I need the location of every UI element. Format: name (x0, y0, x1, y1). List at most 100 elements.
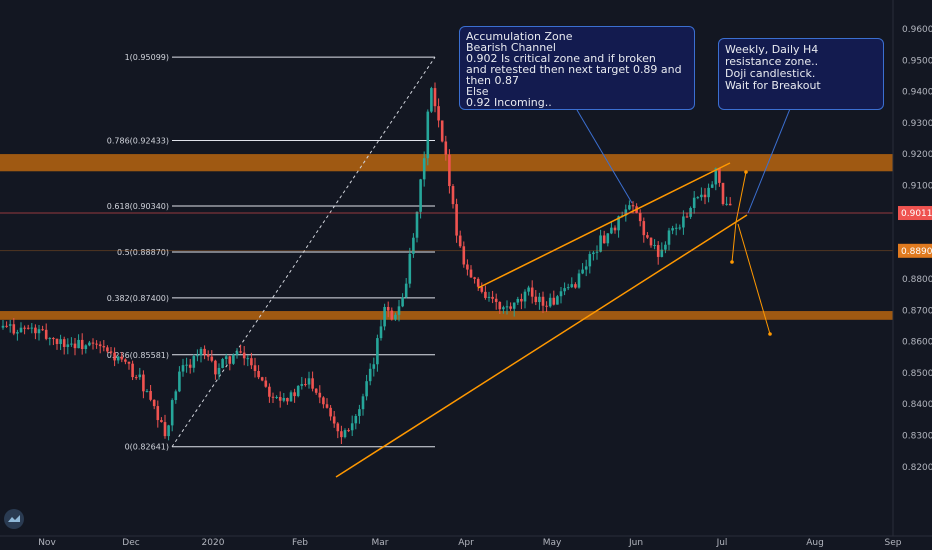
candle-body-15 (55, 338, 59, 345)
candle-body-56 (203, 348, 206, 355)
candle-body-85 (307, 378, 311, 385)
candle-body-16 (59, 339, 62, 345)
candle-body-121 (437, 106, 440, 121)
candle-body-141 (509, 306, 512, 309)
candle-body-111 (401, 297, 404, 307)
fib-label-0: 1(0.95099) (125, 53, 169, 62)
candle-body-97 (350, 423, 354, 431)
candle-body-139 (502, 307, 505, 310)
candle-body-107 (386, 306, 390, 311)
candle-body-7 (26, 327, 30, 329)
candle-body-191 (689, 207, 692, 217)
candle-body-103 (372, 364, 376, 369)
candle-body-109 (394, 314, 397, 320)
candle-body-30 (109, 351, 113, 353)
candle-body-19 (70, 343, 73, 345)
candle-body-125 (451, 186, 455, 205)
candle-body-82 (296, 385, 300, 397)
candle-body-40 (145, 390, 149, 392)
note1-pointer (576, 109, 633, 204)
candle-body-64 (232, 354, 235, 364)
candle-body-47 (170, 400, 174, 426)
candle-body-45 (163, 422, 167, 437)
time-tick-7: Jun (628, 538, 643, 548)
annotation-resistance-zone[interactable]: Weekly, Daily H4 resistance zone.. Doji … (718, 38, 884, 110)
note1-line-1: Accumulation Zone (466, 30, 573, 43)
candle-body-28 (102, 346, 106, 348)
time-tick-1: Dec (122, 538, 139, 548)
candle-body-58 (210, 356, 214, 361)
time-tick-6: May (543, 538, 562, 548)
candle-body-148 (534, 296, 538, 303)
current-price-tag: 0.90115 (901, 209, 932, 219)
time-tick-0: Nov (38, 538, 56, 548)
projection-down-arrow-head (768, 332, 772, 336)
candle-body-162 (584, 266, 588, 270)
candle-body-46 (167, 425, 170, 437)
candle-body-129 (466, 264, 469, 270)
candle-body-120 (433, 88, 437, 107)
candle-body-154 (556, 296, 559, 305)
candle-body-153 (552, 297, 556, 305)
fib-label-3: 0.5(0.88870) (117, 248, 169, 257)
candle-body-187 (674, 227, 678, 229)
candle-body-37 (134, 377, 138, 379)
candle-body-17 (62, 339, 66, 347)
candle-body-113 (408, 253, 412, 284)
candle-body-186 (671, 228, 674, 231)
candle-body-198 (714, 168, 718, 185)
candle-body-61 (221, 359, 224, 368)
candle-body-99 (358, 409, 361, 416)
candle-body-84 (304, 384, 307, 386)
projection-mid-arrow (731, 221, 737, 263)
candle-body-26 (95, 343, 98, 345)
candle-body-166 (599, 235, 602, 252)
fib-label-2: 0.618(0.90340) (107, 202, 169, 211)
channel-lower-line (335, 214, 748, 478)
candle-body-6 (23, 327, 26, 329)
candle-body-144 (520, 298, 523, 302)
projection-up-arrow (735, 171, 747, 223)
candle-body-33 (120, 356, 124, 360)
candle-body-193 (696, 197, 700, 199)
annotation-accumulation-zone[interactable]: Accumulation Zone Bearish Channel 0.902 … (459, 26, 695, 110)
candle-body-142 (512, 302, 516, 309)
candle-body-140 (505, 306, 509, 308)
candle-body-100 (361, 396, 365, 410)
candle-body-10 (37, 329, 41, 334)
candle-body-174 (628, 205, 631, 210)
candle-body-201 (725, 203, 728, 205)
tradingview-logo-icon[interactable] (4, 509, 24, 529)
candle-body-170 (613, 227, 617, 231)
candle-body-101 (365, 381, 368, 397)
time-tick-10: Sep (885, 538, 902, 548)
candle-body-31 (113, 352, 116, 361)
candle-body-163 (588, 254, 592, 267)
candle-body-86 (311, 378, 314, 389)
candle-body-197 (710, 184, 714, 188)
candle-body-12 (44, 329, 48, 339)
candle-body-32 (116, 356, 120, 361)
candle-body-55 (199, 348, 203, 356)
candle-body-185 (667, 230, 671, 245)
candle-body-5 (19, 327, 23, 333)
candle-body-114 (412, 237, 415, 254)
time-tick-2: 2020 (202, 538, 225, 548)
candle-body-132 (476, 278, 480, 287)
candle-body-157 (566, 287, 570, 289)
candle-body-49 (178, 371, 181, 392)
candle-body-165 (595, 251, 599, 253)
candle-body-94 (340, 431, 343, 438)
candle-body-13 (48, 338, 52, 340)
candle-body-76 (275, 396, 278, 398)
marker-price-tag-box (898, 243, 932, 258)
candle-body-93 (336, 423, 340, 432)
candle-body-18 (66, 344, 70, 347)
